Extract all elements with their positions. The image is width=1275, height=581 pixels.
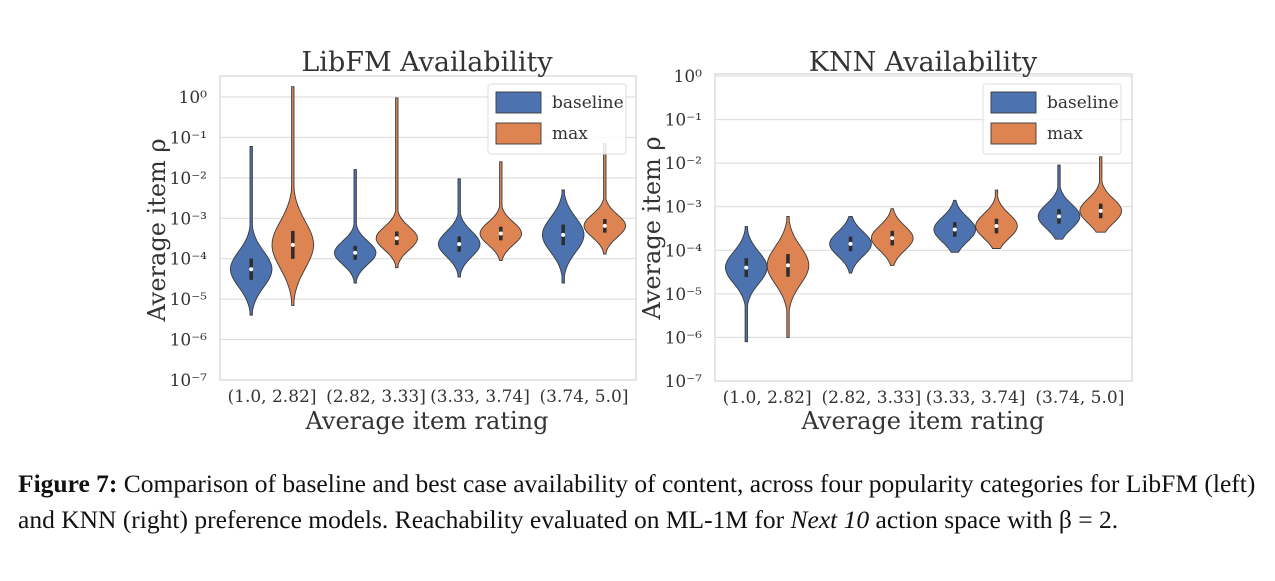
- y-tick-label: 10⁰: [179, 88, 208, 108]
- legend-swatch-max: [990, 122, 1037, 145]
- caption-label: Figure 7:: [18, 469, 118, 498]
- chart-title: LibFM Availability: [301, 47, 553, 78]
- x-tick-label: (3.33, 3.74]: [926, 388, 1026, 408]
- chart-title: KNN Availability: [809, 47, 1038, 78]
- y-tick-label: 10⁻¹: [170, 128, 207, 148]
- y-tick-label: 10⁻⁵: [665, 285, 703, 305]
- baseline-violin: [333, 169, 377, 284]
- baseline-violin: [229, 145, 273, 316]
- y-tick-label: 10⁰: [674, 67, 703, 87]
- y-axis-label: Average item ρ: [143, 138, 171, 322]
- y-tick-label: 10⁻³: [665, 198, 702, 218]
- baseline-median-dot: [457, 242, 462, 247]
- baseline-violin: [724, 226, 768, 343]
- max-median-dot: [602, 223, 607, 228]
- max-median-dot: [394, 236, 399, 241]
- max-median-dot: [498, 231, 503, 236]
- x-tick-label: (3.74, 5.0]: [540, 387, 629, 407]
- x-tick-label: (2.82, 3.33]: [821, 388, 921, 408]
- x-tick-label: (3.33, 3.74]: [430, 387, 530, 407]
- baseline-median-dot: [744, 265, 749, 270]
- max-violin: [1079, 156, 1122, 233]
- figure-caption: Figure 7: Comparison of baseline and bes…: [18, 466, 1263, 538]
- y-tick-label: 10⁻²: [170, 169, 207, 189]
- caption-italic: Next 10: [790, 505, 870, 534]
- max-median-dot: [994, 224, 999, 229]
- y-tick-label: 10⁻²: [665, 154, 702, 174]
- legend-label-baseline: baseline: [552, 93, 624, 113]
- max-median-dot: [785, 263, 790, 268]
- baseline-median-dot: [249, 267, 254, 272]
- x-tick-label: (1.0, 2.82]: [723, 388, 812, 408]
- legend-swatch-max: [495, 122, 542, 145]
- x-tick-label: (1.0, 2.82]: [228, 387, 317, 407]
- y-tick-label: 10⁻³: [170, 209, 207, 229]
- legend-swatch-baseline: [495, 91, 542, 114]
- x-axis-label: Average item rating: [801, 407, 1045, 435]
- x-axis-label: Average item rating: [305, 407, 549, 435]
- baseline-violin: [437, 178, 481, 278]
- legend-label-max: max: [1047, 124, 1083, 144]
- y-tick-label: 10⁻⁴: [665, 241, 703, 261]
- legend-label-max: max: [552, 124, 588, 144]
- baseline-median-dot: [1057, 214, 1062, 219]
- x-tick-label: (2.82, 3.33]: [326, 387, 426, 407]
- max-violin: [479, 161, 523, 262]
- y-tick-label: 10⁻⁶: [170, 331, 208, 351]
- y-tick-label: 10⁻⁴: [170, 250, 208, 270]
- caption-text-1: Comparison of baseline and best case ava…: [18, 469, 1256, 534]
- max-violin: [766, 215, 810, 338]
- max-median-dot: [1098, 208, 1103, 213]
- max-violin: [271, 86, 315, 306]
- max-violin: [375, 97, 418, 269]
- baseline-median-dot: [848, 241, 853, 246]
- y-tick-label: 10⁻⁷: [170, 371, 208, 391]
- y-tick-label: 10⁻⁵: [170, 290, 208, 310]
- baseline-median-dot: [353, 250, 358, 255]
- x-tick-label: (3.74, 5.0]: [1035, 388, 1124, 408]
- baseline-violin: [1037, 164, 1081, 240]
- legend-label-baseline: baseline: [1047, 93, 1119, 113]
- libfm-violin-chart: 10⁰ 10⁻¹ 10⁻² 10⁻³ 10⁻⁴ 10⁻⁵ 10⁻⁶ 10⁻⁷ (1.0, 2.8…: [143, 47, 637, 435]
- max-median-dot: [890, 236, 895, 241]
- y-tick-label: 10⁻⁷: [665, 372, 703, 392]
- legend-swatch-baseline: [990, 91, 1037, 114]
- y-axis-label: Average item ρ: [638, 136, 666, 320]
- baseline-median-dot: [952, 227, 957, 232]
- caption-text-2: action space with β = 2.: [869, 505, 1119, 534]
- y-tick-label: 10⁻¹: [665, 111, 702, 131]
- max-median-dot: [290, 242, 295, 247]
- y-tick-label: 10⁻⁶: [665, 328, 703, 348]
- baseline-median-dot: [561, 232, 566, 237]
- knn-violin-chart: 10⁰ 10⁻¹ 10⁻² 10⁻³ 10⁻⁴ 10⁻⁵ 10⁻⁶ 10⁻⁷ (1.0, 2.8…: [638, 47, 1133, 435]
